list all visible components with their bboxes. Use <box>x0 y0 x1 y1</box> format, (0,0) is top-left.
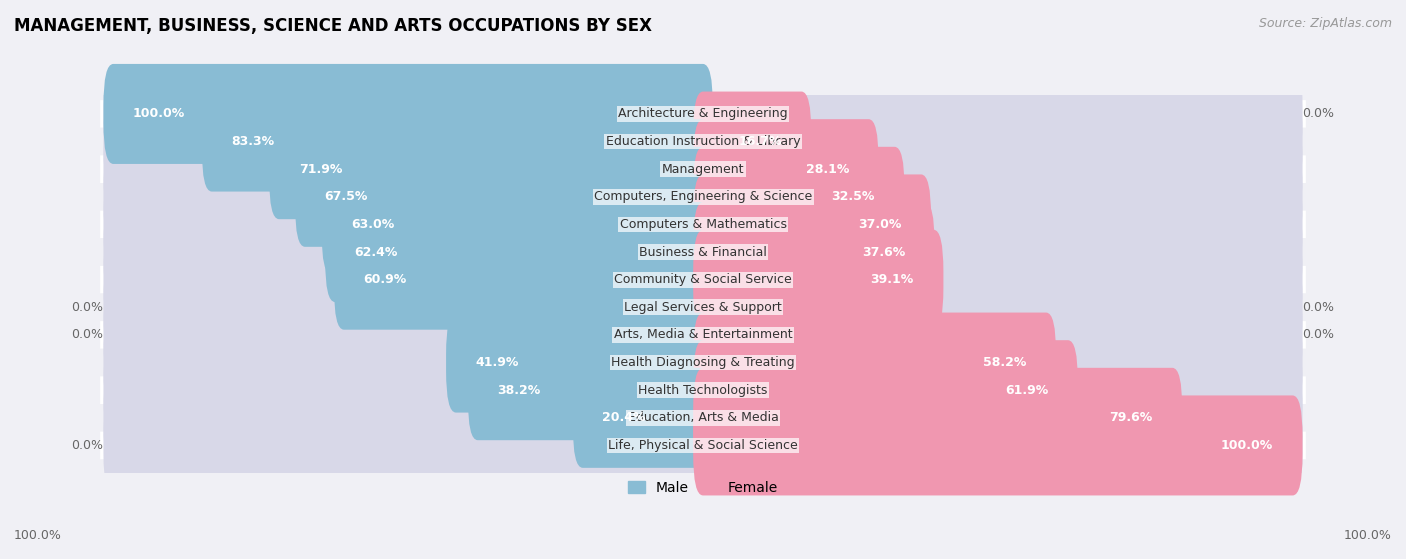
FancyBboxPatch shape <box>100 404 1306 432</box>
FancyBboxPatch shape <box>693 147 904 247</box>
Text: 28.1%: 28.1% <box>806 163 849 176</box>
FancyBboxPatch shape <box>572 368 713 468</box>
Text: 37.6%: 37.6% <box>862 245 905 259</box>
FancyBboxPatch shape <box>693 340 1078 440</box>
FancyBboxPatch shape <box>100 155 1306 183</box>
FancyBboxPatch shape <box>100 266 1306 293</box>
FancyBboxPatch shape <box>468 340 713 440</box>
FancyBboxPatch shape <box>335 230 713 330</box>
FancyBboxPatch shape <box>446 312 713 413</box>
Text: 67.5%: 67.5% <box>325 190 368 203</box>
Text: 100.0%: 100.0% <box>1220 439 1272 452</box>
FancyBboxPatch shape <box>100 238 1306 266</box>
Text: 83.3%: 83.3% <box>232 135 274 148</box>
Text: 100.0%: 100.0% <box>134 107 186 120</box>
Text: Management: Management <box>662 163 744 176</box>
Text: 41.9%: 41.9% <box>475 356 519 369</box>
Text: Health Diagnosing & Treating: Health Diagnosing & Treating <box>612 356 794 369</box>
Text: 32.5%: 32.5% <box>831 190 875 203</box>
Text: Source: ZipAtlas.com: Source: ZipAtlas.com <box>1258 17 1392 30</box>
Text: Life, Physical & Social Science: Life, Physical & Social Science <box>609 439 797 452</box>
Text: Arts, Media & Entertainment: Arts, Media & Entertainment <box>613 329 793 342</box>
Text: Community & Social Service: Community & Social Service <box>614 273 792 286</box>
Text: 0.0%: 0.0% <box>1302 107 1334 120</box>
FancyBboxPatch shape <box>100 128 1306 155</box>
Text: 62.4%: 62.4% <box>354 245 398 259</box>
FancyBboxPatch shape <box>104 230 1302 330</box>
FancyBboxPatch shape <box>104 312 1302 413</box>
FancyBboxPatch shape <box>100 432 1306 459</box>
FancyBboxPatch shape <box>104 119 1302 219</box>
FancyBboxPatch shape <box>100 321 1306 349</box>
Text: Computers, Engineering & Science: Computers, Engineering & Science <box>593 190 813 203</box>
FancyBboxPatch shape <box>693 174 931 274</box>
FancyBboxPatch shape <box>104 64 1302 164</box>
FancyBboxPatch shape <box>100 349 1306 376</box>
Text: 100.0%: 100.0% <box>14 529 62 542</box>
FancyBboxPatch shape <box>100 211 1306 238</box>
FancyBboxPatch shape <box>104 64 713 164</box>
FancyBboxPatch shape <box>693 395 1302 495</box>
FancyBboxPatch shape <box>104 202 1302 302</box>
FancyBboxPatch shape <box>202 92 713 192</box>
FancyBboxPatch shape <box>693 368 1182 468</box>
Text: Education, Arts & Media: Education, Arts & Media <box>627 411 779 424</box>
Text: 37.0%: 37.0% <box>858 218 901 231</box>
FancyBboxPatch shape <box>104 174 1302 274</box>
Text: 63.0%: 63.0% <box>352 218 395 231</box>
FancyBboxPatch shape <box>100 183 1306 211</box>
Legend: Male, Female: Male, Female <box>623 475 783 500</box>
Text: 0.0%: 0.0% <box>72 329 104 342</box>
Text: 0.0%: 0.0% <box>72 301 104 314</box>
Text: 16.7%: 16.7% <box>738 135 782 148</box>
FancyBboxPatch shape <box>104 147 1302 247</box>
FancyBboxPatch shape <box>295 147 713 247</box>
Text: 39.1%: 39.1% <box>870 273 914 286</box>
Text: 71.9%: 71.9% <box>298 163 342 176</box>
Text: 100.0%: 100.0% <box>1344 529 1392 542</box>
FancyBboxPatch shape <box>100 293 1306 321</box>
Text: 60.9%: 60.9% <box>364 273 406 286</box>
Text: Legal Services & Support: Legal Services & Support <box>624 301 782 314</box>
FancyBboxPatch shape <box>104 92 1302 192</box>
FancyBboxPatch shape <box>693 119 879 219</box>
Text: 0.0%: 0.0% <box>1302 301 1334 314</box>
Text: Computers & Mathematics: Computers & Mathematics <box>620 218 786 231</box>
Text: 61.9%: 61.9% <box>1005 383 1049 397</box>
FancyBboxPatch shape <box>693 202 935 302</box>
FancyBboxPatch shape <box>325 202 713 302</box>
FancyBboxPatch shape <box>100 376 1306 404</box>
Text: 0.0%: 0.0% <box>72 439 104 452</box>
Text: 20.4%: 20.4% <box>602 411 645 424</box>
Text: 79.6%: 79.6% <box>1109 411 1153 424</box>
Text: Education Instruction & Library: Education Instruction & Library <box>606 135 800 148</box>
FancyBboxPatch shape <box>104 257 1302 357</box>
Text: 38.2%: 38.2% <box>498 383 541 397</box>
FancyBboxPatch shape <box>104 340 1302 440</box>
FancyBboxPatch shape <box>693 92 811 192</box>
FancyBboxPatch shape <box>693 230 943 330</box>
Text: 0.0%: 0.0% <box>1302 329 1334 342</box>
FancyBboxPatch shape <box>104 368 1302 468</box>
Text: 58.2%: 58.2% <box>983 356 1026 369</box>
FancyBboxPatch shape <box>100 100 1306 128</box>
FancyBboxPatch shape <box>322 174 713 274</box>
FancyBboxPatch shape <box>104 395 1302 495</box>
Text: Business & Financial: Business & Financial <box>640 245 766 259</box>
FancyBboxPatch shape <box>693 312 1056 413</box>
Text: MANAGEMENT, BUSINESS, SCIENCE AND ARTS OCCUPATIONS BY SEX: MANAGEMENT, BUSINESS, SCIENCE AND ARTS O… <box>14 17 652 35</box>
Text: Architecture & Engineering: Architecture & Engineering <box>619 107 787 120</box>
FancyBboxPatch shape <box>269 119 713 219</box>
Text: Health Technologists: Health Technologists <box>638 383 768 397</box>
FancyBboxPatch shape <box>104 285 1302 385</box>
